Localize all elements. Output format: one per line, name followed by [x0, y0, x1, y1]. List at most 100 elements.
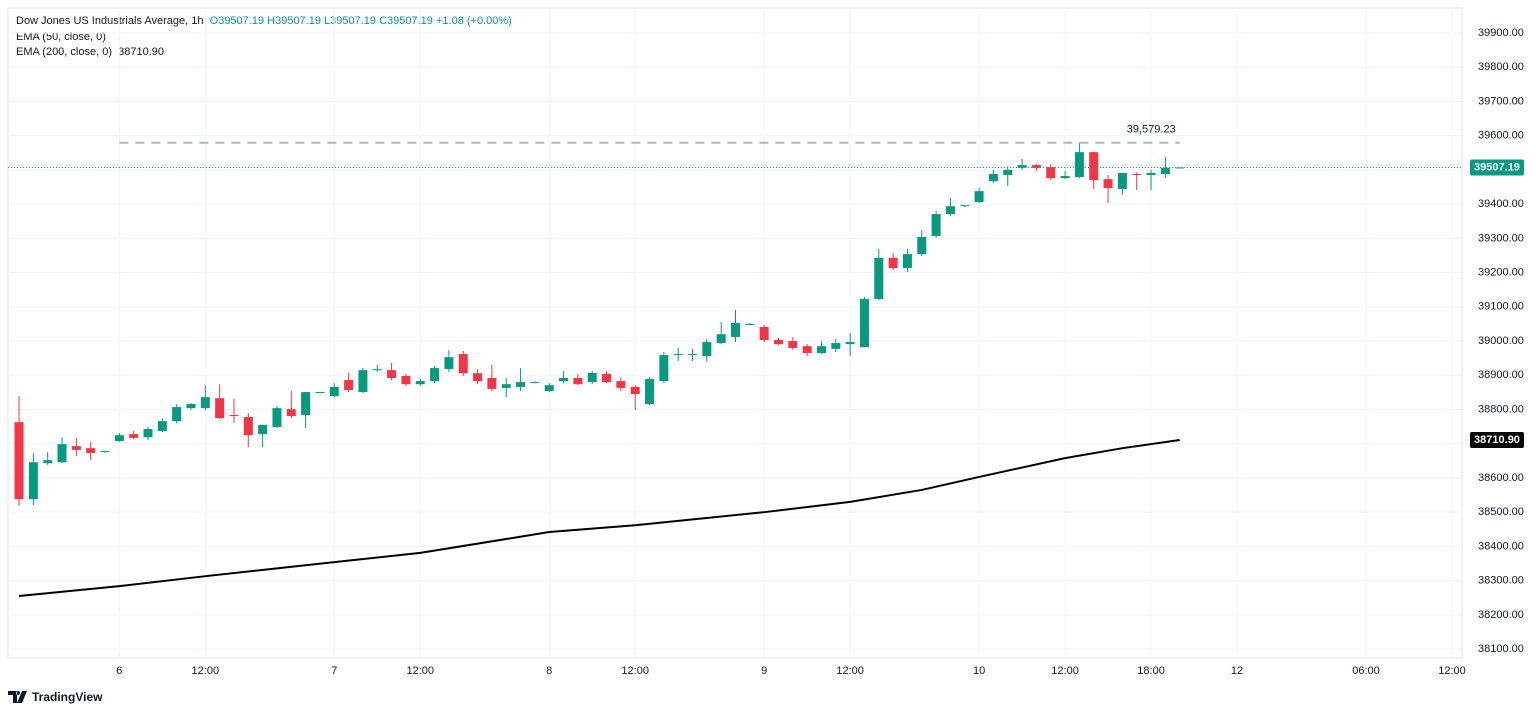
- candle-body: [1132, 174, 1142, 176]
- x-tick-label: 10: [973, 665, 985, 677]
- candle-body: [86, 448, 96, 453]
- candle-body: [1046, 167, 1056, 179]
- candle-body: [229, 414, 239, 417]
- y-tick-label: 38400.00: [1478, 540, 1524, 552]
- candle-body: [501, 384, 511, 388]
- high-line-label: 39,579.23: [1127, 124, 1176, 136]
- candle-body: [974, 191, 984, 203]
- candle-body: [874, 257, 884, 299]
- candle-body: [831, 343, 841, 349]
- candle-body: [1060, 176, 1070, 179]
- candle-body: [573, 378, 583, 385]
- candle-body: [902, 254, 912, 269]
- candle-body: [788, 341, 798, 348]
- candle-body: [1146, 172, 1156, 176]
- candle-body: [645, 379, 655, 405]
- candle-body: [845, 342, 855, 345]
- quote-high: H39507.19: [267, 15, 321, 27]
- candle-body: [688, 354, 698, 356]
- candle-body: [487, 378, 497, 389]
- y-tick-label: 39200.00: [1478, 266, 1524, 278]
- candle-body: [129, 434, 139, 438]
- candle-body: [616, 381, 626, 388]
- candle-body: [1074, 152, 1084, 178]
- x-tick-label: 12:00: [836, 665, 864, 677]
- candle-body: [458, 354, 468, 374]
- candle-body: [1117, 172, 1127, 190]
- y-tick-label: 39300.00: [1478, 232, 1524, 244]
- brand[interactable]: TradingView: [8, 690, 102, 704]
- candle-body: [387, 370, 397, 379]
- candle-body: [243, 417, 253, 436]
- y-tick-label: 38300.00: [1478, 575, 1524, 587]
- candle-body: [773, 340, 783, 345]
- candle-body: [559, 378, 569, 382]
- y-tick-label: 39400.00: [1478, 198, 1524, 210]
- header-line: Dow Jones US Industrials Average, 1h O39…: [16, 15, 512, 27]
- candle-body: [1089, 152, 1099, 181]
- candle-body: [186, 404, 196, 409]
- x-tick-label: 12:00: [406, 665, 434, 677]
- candle-body: [945, 206, 955, 215]
- y-tick-label: 38200.00: [1478, 609, 1524, 621]
- candle-body: [917, 236, 927, 255]
- indicator-legend-row: EMA (200, close, 0) 38710.90: [16, 46, 164, 58]
- ema-line: [18, 439, 1180, 598]
- candle-body: [745, 323, 755, 325]
- candle-body: [931, 214, 941, 236]
- candle-body: [272, 408, 282, 427]
- candle-body: [157, 421, 167, 432]
- candle-body: [673, 354, 683, 356]
- candle-body: [100, 450, 110, 452]
- y-tick-label: 39800.00: [1478, 61, 1524, 73]
- candle-body: [444, 357, 454, 370]
- y-tick-label: 39600.00: [1478, 130, 1524, 142]
- candle-body: [114, 435, 124, 441]
- candle-body: [172, 407, 182, 422]
- candle-body: [57, 444, 67, 463]
- candle-body: [716, 334, 726, 344]
- candle-body: [372, 369, 382, 371]
- candle-body: [1175, 167, 1185, 169]
- y-tick-label: 38800.00: [1478, 403, 1524, 415]
- candle-body: [401, 375, 411, 385]
- x-tick-label: 12:00: [1051, 665, 1079, 677]
- candle-body: [1160, 167, 1170, 175]
- candle-body: [888, 257, 898, 269]
- y-tick-label: 39000.00: [1478, 335, 1524, 347]
- y-tick-label: 39900.00: [1478, 27, 1524, 39]
- price-box: [1470, 159, 1524, 176]
- candle-body: [702, 342, 712, 357]
- ema-value-box: [1470, 431, 1524, 448]
- y-tick-label: 38600.00: [1478, 472, 1524, 484]
- candle-body: [286, 409, 296, 417]
- y-tick-label: 38100.00: [1478, 643, 1524, 655]
- x-tick-label: 12:00: [621, 665, 649, 677]
- plot-frame: [7, 7, 1463, 659]
- candle-body: [1017, 165, 1027, 168]
- candle-body: [301, 392, 311, 415]
- candle-body: [659, 355, 669, 382]
- y-tick-label: 38500.00: [1478, 506, 1524, 518]
- candle-body: [516, 382, 526, 387]
- indicator-legend[interactable]: EMA (50, close, 0): [16, 31, 106, 43]
- candle-body: [143, 429, 153, 438]
- indicator-legend[interactable]: EMA (200, close, 0): [16, 46, 112, 58]
- x-tick-label: 12:00: [1438, 665, 1466, 677]
- candle-body: [430, 368, 440, 382]
- candle-body: [258, 424, 268, 435]
- candle-body: [1031, 165, 1041, 168]
- candle-body: [200, 397, 210, 409]
- candle-body: [816, 346, 826, 354]
- x-tick-label: 7: [331, 665, 337, 677]
- candle-body: [28, 462, 38, 500]
- price-label: 39507.19: [1474, 161, 1520, 173]
- y-tick-label: 39100.00: [1478, 301, 1524, 313]
- candle-body: [215, 398, 225, 419]
- candle-body: [1103, 179, 1113, 189]
- candle-body: [344, 380, 354, 390]
- ema-value-label: 38710.90: [1474, 434, 1520, 446]
- candle-body: [358, 370, 368, 393]
- candle-body: [530, 382, 540, 384]
- y-tick-label: 39700.00: [1478, 95, 1524, 107]
